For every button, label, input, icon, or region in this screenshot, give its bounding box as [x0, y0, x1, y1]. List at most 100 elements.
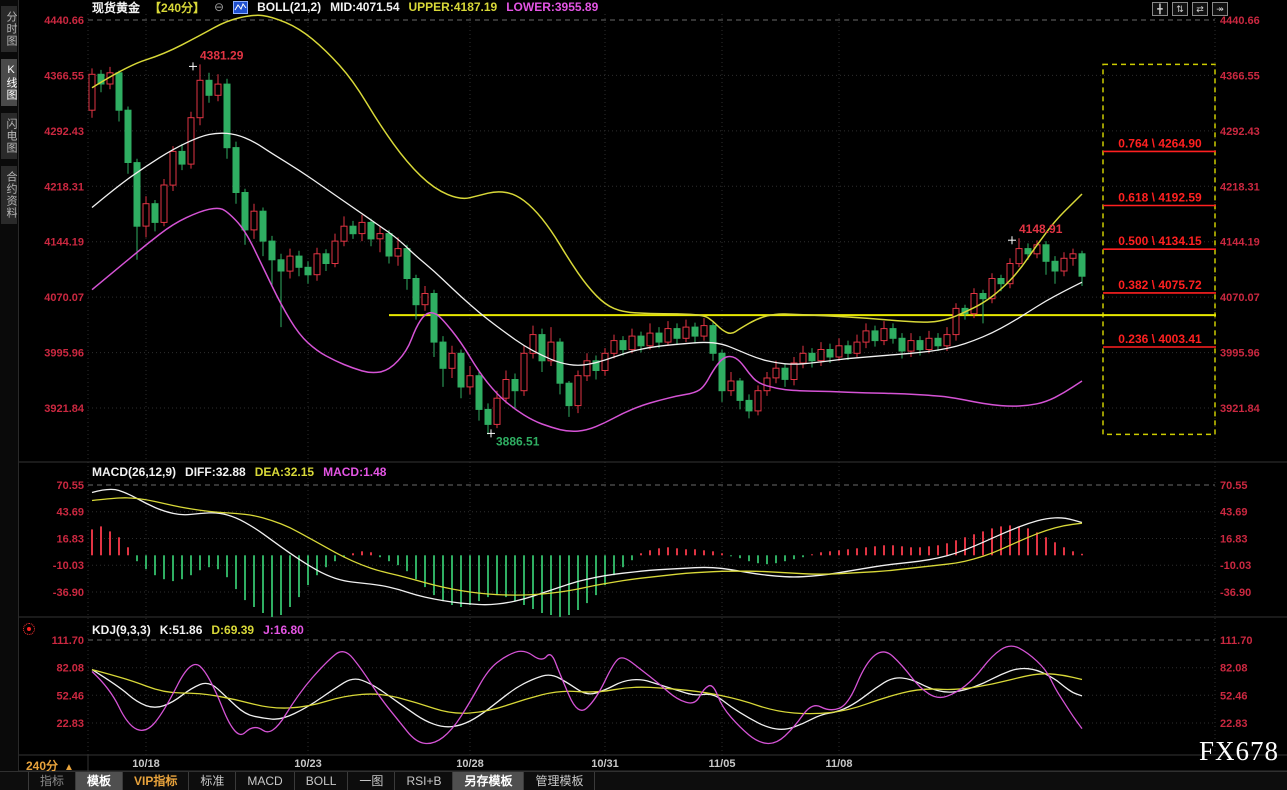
- svg-text:82.08: 82.08: [1220, 663, 1248, 675]
- kdj-k-line: [91, 667, 1083, 730]
- svg-text:4292.43: 4292.43: [1220, 126, 1260, 138]
- macd-dea-line: [91, 497, 1083, 596]
- svg-text:4366.55: 4366.55: [1220, 70, 1260, 82]
- sidebar-tab-4[interactable]: 合约资料: [1, 166, 17, 224]
- candles: [88, 64, 1086, 435]
- chart-toolbar-icons: ╋ ⇅ ⇄ ↠: [1152, 2, 1228, 16]
- boll-lower-line: [91, 207, 1083, 433]
- svg-text:4144.19: 4144.19: [44, 237, 84, 249]
- fibonacci-retracement[interactable]: 0.764 \ 4264.90 0.618 \ 4192.59 0.500 \ 41…: [1102, 63, 1216, 436]
- toolbar-item-10[interactable]: 管理模板: [524, 772, 596, 790]
- svg-text:82.08: 82.08: [56, 663, 84, 675]
- svg-text:4148.91: 4148.91: [1019, 222, 1063, 236]
- svg-text:52.46: 52.46: [1220, 690, 1248, 702]
- crosshair-icon[interactable]: ╋: [1152, 2, 1168, 16]
- svg-text:-36.90: -36.90: [53, 587, 84, 599]
- chart-type-sidebar: 分时图 K线图闪电图合约资料: [0, 0, 19, 790]
- period-value: 240分: [26, 759, 59, 773]
- y-axis-zoom-icon[interactable]: ⇅: [1172, 2, 1188, 16]
- toolbar-item-1[interactable]: 指标: [28, 772, 77, 790]
- macd-title: MACD(26,12,9): [92, 465, 177, 479]
- symbol-name: 现货黄金: [92, 0, 141, 15]
- macd-dea-value: DEA:32.15: [254, 465, 315, 479]
- toolbar-item-9[interactable]: 另存模板: [453, 772, 525, 790]
- svg-text:4070.07: 4070.07: [1220, 292, 1260, 304]
- svg-text:4292.43: 4292.43: [44, 126, 84, 138]
- boll-mid-line: [91, 132, 1083, 366]
- svg-text:4218.31: 4218.31: [1220, 181, 1260, 193]
- svg-text:4366.55: 4366.55: [44, 70, 84, 82]
- svg-text:70.55: 70.55: [1220, 480, 1248, 492]
- svg-text:22.83: 22.83: [1220, 718, 1248, 730]
- toolbar: 指标 模板 VIP指标 标准 MACD BOLL 一图 RSI+B 另存模板 管理模板: [0, 771, 1287, 790]
- sidebar-tab-1[interactable]: 分时图: [1, 6, 17, 52]
- svg-text:3921.84: 3921.84: [1220, 403, 1261, 415]
- macd-histogram: [91, 525, 1083, 617]
- macd-diff-line: [91, 488, 1083, 606]
- toolbar-item-6[interactable]: BOLL: [295, 772, 349, 790]
- collapse-icon[interactable]: ⊖: [214, 0, 225, 14]
- sidebar-tab-3[interactable]: 闪电图: [1, 113, 17, 159]
- kdj-header: KDJ(9,3,3) K:51.86 D:69.39 J:16.80: [92, 623, 304, 637]
- macd-header: MACD(26,12,9) DIFF:32.88 DEA:32.15 MACD:…: [92, 465, 386, 479]
- svg-text:0.764 \ 4264.90: 0.764 \ 4264.90: [1118, 136, 1202, 150]
- svg-text:-36.90: -36.90: [1220, 587, 1251, 599]
- price-annotations: 4381.29 4148.91 3886.51: [189, 48, 1063, 448]
- toolbar-item-4[interactable]: 标准: [189, 772, 237, 790]
- svg-text:22.83: 22.83: [56, 718, 84, 730]
- x-axis-zoom-icon[interactable]: ⇄: [1192, 2, 1208, 16]
- svg-text:16.83: 16.83: [1220, 534, 1248, 546]
- svg-text:43.69: 43.69: [56, 507, 84, 519]
- kdj-d-value: D:69.39: [211, 623, 255, 637]
- svg-text:10/31: 10/31: [591, 758, 619, 770]
- svg-text:10/23: 10/23: [294, 758, 322, 770]
- svg-text:0.618 \ 4192.59: 0.618 \ 4192.59: [1118, 191, 1202, 205]
- svg-text:4440.66: 4440.66: [1220, 15, 1260, 27]
- y-axis-labels: 4440.66 4440.66 4366.55 4366.55 4292.43 4292.…: [44, 15, 1260, 730]
- macd-diff-value: DIFF:32.88: [185, 465, 246, 479]
- svg-text:11/05: 11/05: [709, 758, 736, 770]
- svg-text:3995.96: 3995.96: [44, 348, 84, 360]
- boll-label: BOLL(21,2): [257, 0, 322, 14]
- svg-text:3921.84: 3921.84: [44, 403, 85, 415]
- svg-text:10/18: 10/18: [132, 758, 160, 770]
- svg-text:52.46: 52.46: [56, 690, 84, 702]
- boll-upper-line: [91, 14, 1083, 335]
- macd-value: MACD:1.48: [323, 465, 387, 479]
- main-chart-header: 现货黄金 【240分】 ⊖ BOLL(21,2) MID:4071.54 UPP…: [92, 0, 598, 15]
- alert-icon[interactable]: [23, 623, 35, 635]
- svg-text:3886.51: 3886.51: [496, 434, 540, 448]
- svg-text:111.70: 111.70: [1220, 635, 1252, 647]
- period-badge: 【240分】: [149, 0, 206, 15]
- svg-text:43.69: 43.69: [1220, 507, 1248, 519]
- toolbar-item-8[interactable]: RSI+B: [395, 772, 454, 790]
- svg-text:10/28: 10/28: [456, 758, 484, 770]
- svg-text:-10.03: -10.03: [1220, 560, 1251, 572]
- shift-right-icon[interactable]: ↠: [1212, 2, 1228, 16]
- kdj-j-line: [91, 645, 1083, 745]
- svg-text:-10.03: -10.03: [53, 560, 84, 572]
- svg-text:11/08: 11/08: [826, 758, 853, 770]
- toolbar-item-2[interactable]: 模板: [76, 772, 124, 790]
- chart-canvas[interactable]: 4440.66 4440.66 4366.55 4366.55 4292.43 4292.…: [0, 0, 1287, 772]
- toolbar-item-7[interactable]: 一图: [348, 772, 396, 790]
- toolbar-item-5[interactable]: MACD: [236, 772, 295, 790]
- period-selector[interactable]: 240分 ▲: [26, 757, 74, 774]
- svg-text:4218.31: 4218.31: [44, 181, 84, 193]
- svg-text:70.55: 70.55: [56, 480, 84, 492]
- svg-text:4144.19: 4144.19: [1220, 237, 1260, 249]
- indicator-icon[interactable]: [233, 0, 249, 14]
- svg-text:4070.07: 4070.07: [44, 292, 84, 304]
- sidebar-tab-2[interactable]: K线图: [1, 59, 17, 106]
- kdj-j-value: J:16.80: [263, 623, 304, 637]
- boll-upper-value: UPPER:4187.19: [408, 0, 498, 14]
- x-axis-labels: 10/18 10/23 10/28 10/31 11/05 11/08: [132, 758, 852, 770]
- svg-text:0.382 \ 4075.72: 0.382 \ 4075.72: [1118, 278, 1202, 292]
- boll-mid-value: MID:4071.54: [330, 0, 400, 14]
- svg-text:4381.29: 4381.29: [200, 48, 244, 62]
- toolbar-item-3[interactable]: VIP指标: [123, 772, 190, 790]
- svg-text:0.236 \ 4003.41: 0.236 \ 4003.41: [1118, 332, 1202, 346]
- svg-text:111.70: 111.70: [52, 635, 84, 647]
- kdj-title: KDJ(9,3,3): [92, 623, 151, 637]
